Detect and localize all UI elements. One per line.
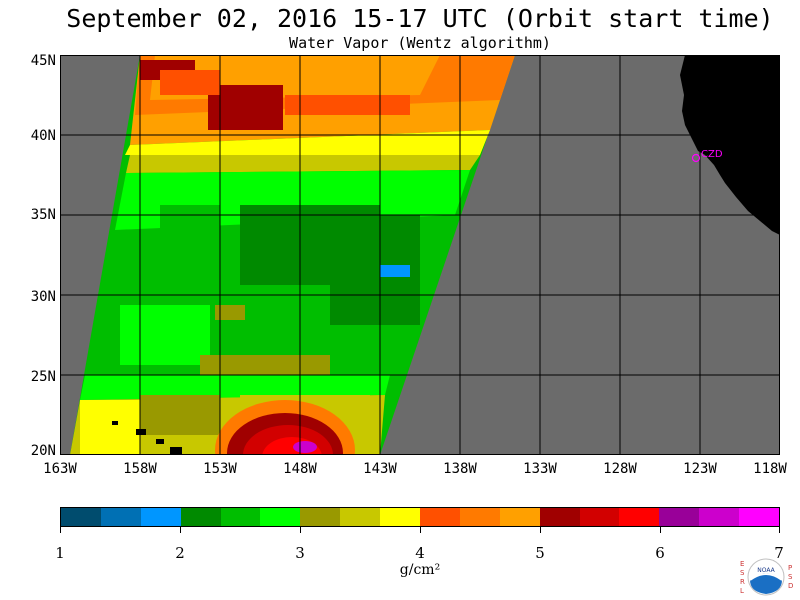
water-vapor-map: CZD xyxy=(60,55,780,455)
colorbar-tick-7: 7 xyxy=(774,544,784,562)
lon-label-158w: 158W xyxy=(123,461,157,477)
colorbar-swatch-2 xyxy=(140,508,181,526)
colorbar-tick-2: 2 xyxy=(175,544,185,562)
colorbar-tick-mark xyxy=(660,527,661,533)
grid-lines xyxy=(60,55,780,455)
colorbar-tick-5: 5 xyxy=(535,544,545,562)
colorbar-swatch-8 xyxy=(380,508,421,526)
lon-label-153w: 153W xyxy=(203,461,237,477)
land-mass xyxy=(680,55,780,235)
lat-label-35n: 35N xyxy=(30,207,56,223)
lat-label-25n: 25N xyxy=(30,369,56,385)
page-subtitle: Water Vapor (Wentz algorithm) xyxy=(289,34,551,52)
colorbar-swatch-17 xyxy=(739,508,780,526)
noaa-logo-icon: NOAA E S R L P S D xyxy=(740,558,793,596)
lon-label-143w: 143W xyxy=(363,461,397,477)
colorbar-swatch-13 xyxy=(579,508,620,526)
colorbar-swatch-11 xyxy=(499,508,540,526)
colorbar-swatch-9 xyxy=(420,508,460,526)
lon-label-133w: 133W xyxy=(523,461,557,477)
colorbar-swatch-14 xyxy=(619,508,660,526)
lon-label-138w: 138W xyxy=(443,461,477,477)
colorbar-swatch-1 xyxy=(100,508,141,526)
lat-label-20n: 20N xyxy=(30,443,56,459)
colorbar-tick-3: 3 xyxy=(295,544,305,562)
lon-label-118w: 118W xyxy=(753,461,787,477)
lat-label-30n: 30N xyxy=(30,289,56,305)
svg-text:S: S xyxy=(740,569,745,577)
page-title: September 02, 2016 15-17 UTC (Orbit star… xyxy=(66,4,774,33)
colorbar-swatch-10 xyxy=(459,508,500,526)
svg-text:P: P xyxy=(788,564,792,572)
colorbar-swatch-6 xyxy=(300,508,341,526)
colorbar-tick-4: 4 xyxy=(415,544,425,562)
lon-label-128w: 128W xyxy=(603,461,637,477)
colorbar-tick-mark xyxy=(180,527,181,533)
colorbar-swatch-15 xyxy=(659,508,700,526)
colorbar-swatch-0 xyxy=(61,508,101,526)
lat-label-40n: 40N xyxy=(30,128,56,144)
colorbar-tick-mark xyxy=(420,527,421,533)
colorbar-tick-mark xyxy=(300,527,301,533)
colorbar-swatch-16 xyxy=(699,508,740,526)
colorbar-swatch-4 xyxy=(220,508,261,526)
lon-label-148w: 148W xyxy=(283,461,317,477)
svg-text:E: E xyxy=(740,560,744,568)
lon-label-123w: 123W xyxy=(683,461,717,477)
colorbar-swatch-12 xyxy=(539,508,580,526)
colorbar-swatch-5 xyxy=(260,508,301,526)
colorbar-tick-mark xyxy=(540,527,541,533)
colorbar-tick-mark xyxy=(779,527,780,533)
colorbar-tick-1: 1 xyxy=(55,544,65,562)
colorbar-swatch-7 xyxy=(340,508,381,526)
svg-text:L: L xyxy=(740,587,744,595)
colorbar-tick-6: 6 xyxy=(655,544,665,562)
map-frame xyxy=(60,55,780,455)
colorbar-swatch-3 xyxy=(180,508,221,526)
svg-text:NOAA: NOAA xyxy=(757,567,775,574)
color-scale-bar xyxy=(60,507,780,527)
svg-text:R: R xyxy=(740,578,745,586)
colorbar-units: g/cm² xyxy=(399,562,441,578)
station-marker xyxy=(691,153,701,163)
station-label: CZD xyxy=(701,149,723,160)
colorbar-tick-mark xyxy=(60,527,61,533)
lon-label-163w: 163W xyxy=(43,461,77,477)
svg-text:D: D xyxy=(788,582,793,590)
lat-label-45n: 45N xyxy=(30,53,56,69)
svg-text:S: S xyxy=(788,573,793,581)
